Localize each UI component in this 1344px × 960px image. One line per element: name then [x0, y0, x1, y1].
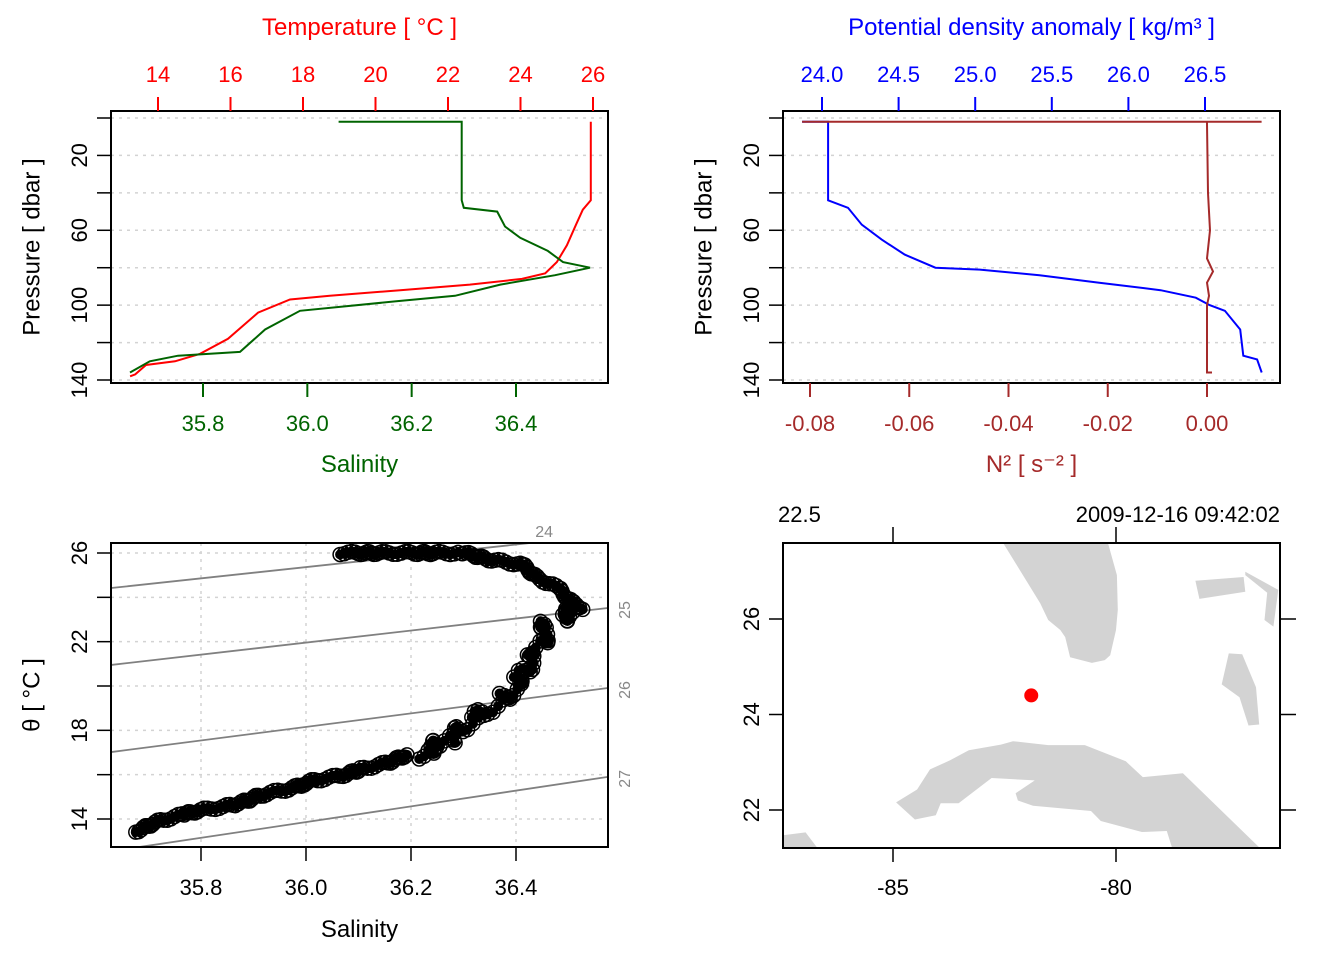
bottom-axis-title: Salinity	[321, 451, 398, 478]
bottom-tick-label: 36.2	[390, 411, 433, 436]
bottom-tick-label: 35.8	[182, 411, 225, 436]
land-polygon	[1003, 543, 1118, 663]
y-tick-label: 60	[739, 218, 764, 242]
map-frame	[782, 542, 1281, 849]
top-axis-title: Potential density anomaly [ kg/m³ ]	[848, 14, 1215, 41]
bottom-tick-label: -0.02	[1083, 411, 1133, 436]
top-tick-label: 26.0	[1107, 62, 1150, 87]
panel-profile-density-n2: 20 60 100 140 24.0 24.5 25.0 25.5 26.0 26.5 Potent…	[690, 14, 1281, 478]
series-line-0	[802, 120, 1263, 373]
x-tick-label: 35.8	[180, 875, 223, 900]
plot-frame	[110, 542, 609, 848]
panel-station-map: -85 -80 22 24 26 22.5 2009-12-16 09:42:02	[739, 502, 1296, 900]
y-tick-label: 100	[67, 287, 92, 324]
series-line-1	[129, 120, 591, 374]
isopycnal-label: 26	[617, 681, 634, 699]
land-polygon	[1221, 653, 1260, 726]
top-tick-label: 20	[363, 62, 387, 87]
y-tick-label: 20	[67, 143, 92, 167]
bottom-axis-title: N² [ s⁻² ]	[986, 451, 1077, 478]
x-tick-label: -80	[1100, 875, 1132, 900]
x-tick-label: 36.2	[390, 875, 433, 900]
x-tick-label: 36.0	[285, 875, 328, 900]
top-tick-label: 18	[291, 62, 315, 87]
top-axis-title: Temperature [ °C ]	[262, 14, 457, 41]
y-tick-label: 100	[739, 287, 764, 324]
y-tick-label: 22	[739, 798, 764, 822]
x-tick-label: -85	[877, 875, 909, 900]
map-top-left-label: 22.5	[778, 502, 821, 527]
y-axis-title: Pressure [ dbar ]	[18, 158, 45, 335]
isopycnal-line	[111, 687, 608, 753]
station-marker	[1024, 688, 1039, 703]
bottom-tick-label: 36.4	[495, 411, 538, 436]
land-polygon	[1195, 577, 1246, 599]
data-point-fill	[414, 754, 425, 764]
isopycnal-label: 25	[617, 601, 634, 619]
bottom-tick-label: 0.00	[1186, 411, 1229, 436]
top-tick-label: 14	[146, 62, 170, 87]
land	[783, 543, 1279, 848]
top-tick-label: 24.0	[801, 62, 844, 87]
y-tick-label: 18	[67, 718, 92, 742]
y-tick-label: 14	[67, 807, 92, 831]
y-axis-title: Pressure [ dbar ]	[690, 158, 717, 335]
top-tick-label: 26.5	[1184, 62, 1227, 87]
data-point-fill	[130, 827, 141, 838]
scatter-points	[128, 543, 591, 840]
data-point-fill	[557, 609, 568, 620]
y-tick-label: 24	[739, 702, 764, 726]
land-polygon	[783, 832, 818, 848]
land-polygon	[1245, 571, 1279, 627]
data-point-fill	[450, 737, 461, 748]
top-tick-label: 25.5	[1030, 62, 1073, 87]
y-tick-label: 26	[739, 607, 764, 631]
y-tick-label: 140	[739, 362, 764, 399]
x-axis-title: Salinity	[321, 916, 398, 943]
top-tick-label: 25.0	[954, 62, 997, 87]
bottom-tick-label: -0.08	[785, 411, 835, 436]
isopycnals	[111, 543, 608, 847]
data-point	[465, 715, 481, 732]
x-tick-label: 36.4	[495, 875, 538, 900]
top-tick-label: 24.5	[877, 62, 920, 87]
map-timestamp: 2009-12-16 09:42:02	[1076, 502, 1280, 527]
land-polygon	[896, 741, 1260, 848]
top-tick-label: 24	[508, 62, 532, 87]
series-line-1	[802, 120, 1262, 374]
y-tick-label: 60	[67, 218, 92, 242]
top-tick-label: 22	[436, 62, 460, 87]
panel-profile-temperature-salinity: 20 60 100 140 14 16 18 20 22 24 26 Temperature [ °C…	[18, 14, 609, 478]
data-point	[128, 824, 144, 840]
series-line-0	[129, 121, 592, 378]
y-axis-title: θ [ °C ]	[18, 658, 45, 732]
plot-frame	[110, 110, 609, 384]
y-tick-label: 20	[739, 143, 764, 167]
data-point	[441, 727, 458, 744]
isopycnal-label: 24	[535, 524, 553, 541]
bottom-tick-label: -0.04	[983, 411, 1033, 436]
bottom-tick-label: -0.06	[884, 411, 934, 436]
top-tick-label: 16	[218, 62, 242, 87]
plot-frame	[782, 110, 1281, 384]
data-point	[554, 607, 571, 623]
y-tick-label: 26	[67, 541, 92, 565]
y-tick-label: 22	[67, 629, 92, 653]
panel-ts-diagram: 24 25 26 27 14 18 22 26 35.8 36.0 36.2 36.4 Salinity…	[18, 524, 634, 943]
y-tick-label: 140	[67, 362, 92, 399]
isopycnal-line	[111, 607, 608, 666]
bottom-tick-label: 36.0	[286, 411, 329, 436]
top-tick-label: 26	[581, 62, 605, 87]
isopycnal-line	[139, 775, 608, 847]
isopycnal-label: 27	[617, 770, 634, 788]
